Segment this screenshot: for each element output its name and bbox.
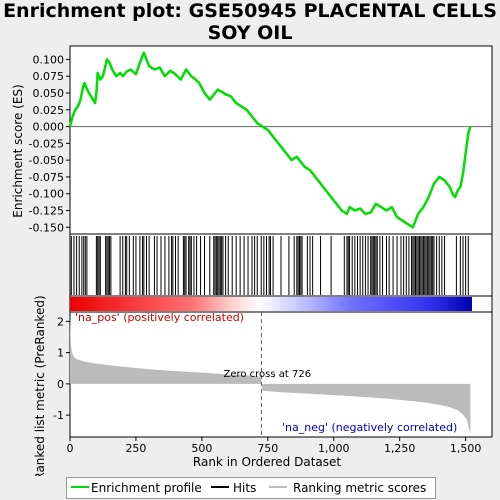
x-tick-label: 1,500: [450, 442, 482, 455]
es-y-tick-label: 0.075: [33, 70, 65, 83]
rank-y-tick-label: 0: [57, 378, 64, 391]
rank-y-tick-label: 1: [57, 347, 64, 360]
legend-ranking-swatch: [269, 486, 287, 488]
x-tick-label: 750: [257, 442, 278, 455]
rank-x-axis: 0 250 500 750 1,000 1,250 1,500: [67, 437, 482, 455]
x-tick-label: 0: [67, 442, 74, 455]
es-y-tick-label: 0.000: [33, 121, 65, 134]
es-profile-line: [68, 51, 472, 229]
es-y-tick-label: -0.125: [29, 205, 64, 218]
es-y-tick-label: 0.025: [33, 104, 65, 117]
x-tick-label: 250: [125, 442, 146, 455]
es-y-axis: 0.100 0.075 0.050 0.025 0.000 -0.025 -0.050 -0.…: [29, 53, 70, 234]
pos-label: 'na_pos' (positively correlated): [75, 311, 244, 324]
es-y-tick-label: 0.100: [33, 53, 65, 66]
rank-y-label: Ranked list metric (PreRanked): [33, 295, 47, 476]
rank-y-tick-label: -1: [53, 409, 64, 422]
legend-ranking-label: Ranking metric scores: [293, 481, 427, 495]
legend-hits-swatch: [211, 486, 229, 488]
chart-title-line-2: SOY OIL: [207, 22, 293, 44]
chart-title-line-1: Enrichment plot: GSE50945 PLACENTAL CELL…: [3, 0, 497, 22]
legend-hits-label: Hits: [233, 481, 257, 495]
legend: Enrichment profile Hits Ranking metric s…: [66, 477, 436, 499]
rank-y-axis: 2 1 0 -1: [53, 315, 70, 422]
neg-label: 'na_neg' (negatively correlated): [282, 421, 457, 434]
legend-enrichment-swatch: [71, 486, 89, 488]
es-y-label: Enrichment score (ES): [11, 84, 25, 217]
es-panel: [69, 45, 493, 235]
es-y-tick-label: -0.075: [29, 171, 64, 184]
es-y-tick-label: -0.025: [29, 137, 64, 150]
es-y-tick-label: 0.050: [33, 87, 65, 100]
rank-metric-area: [70, 315, 471, 434]
x-tick-label: 500: [191, 442, 212, 455]
enrichment-plot: 0.100 0.075 0.050 0.025 0.000 -0.025 -0.050 -0.…: [11, 45, 493, 476]
rank-y-tick-label: 2: [57, 315, 64, 328]
chart-title: Enrichment plot: GSE50945 PLACENTAL CELL…: [0, 0, 500, 44]
hits-marks: [70, 236, 469, 295]
es-y-tick-label: -0.100: [29, 188, 64, 201]
es-y-tick-label: -0.150: [29, 221, 64, 234]
zero-cross-label: Zero cross at 726: [223, 369, 311, 380]
legend-enrichment-label: Enrichment profile: [91, 481, 202, 495]
x-axis-label: Rank in Ordered Dataset: [193, 455, 341, 469]
heatmap-bar: [70, 297, 472, 311]
x-tick-label: 1,250: [384, 442, 416, 455]
x-tick-label: 1,000: [318, 442, 350, 455]
es-y-tick-label: -0.050: [29, 154, 64, 167]
